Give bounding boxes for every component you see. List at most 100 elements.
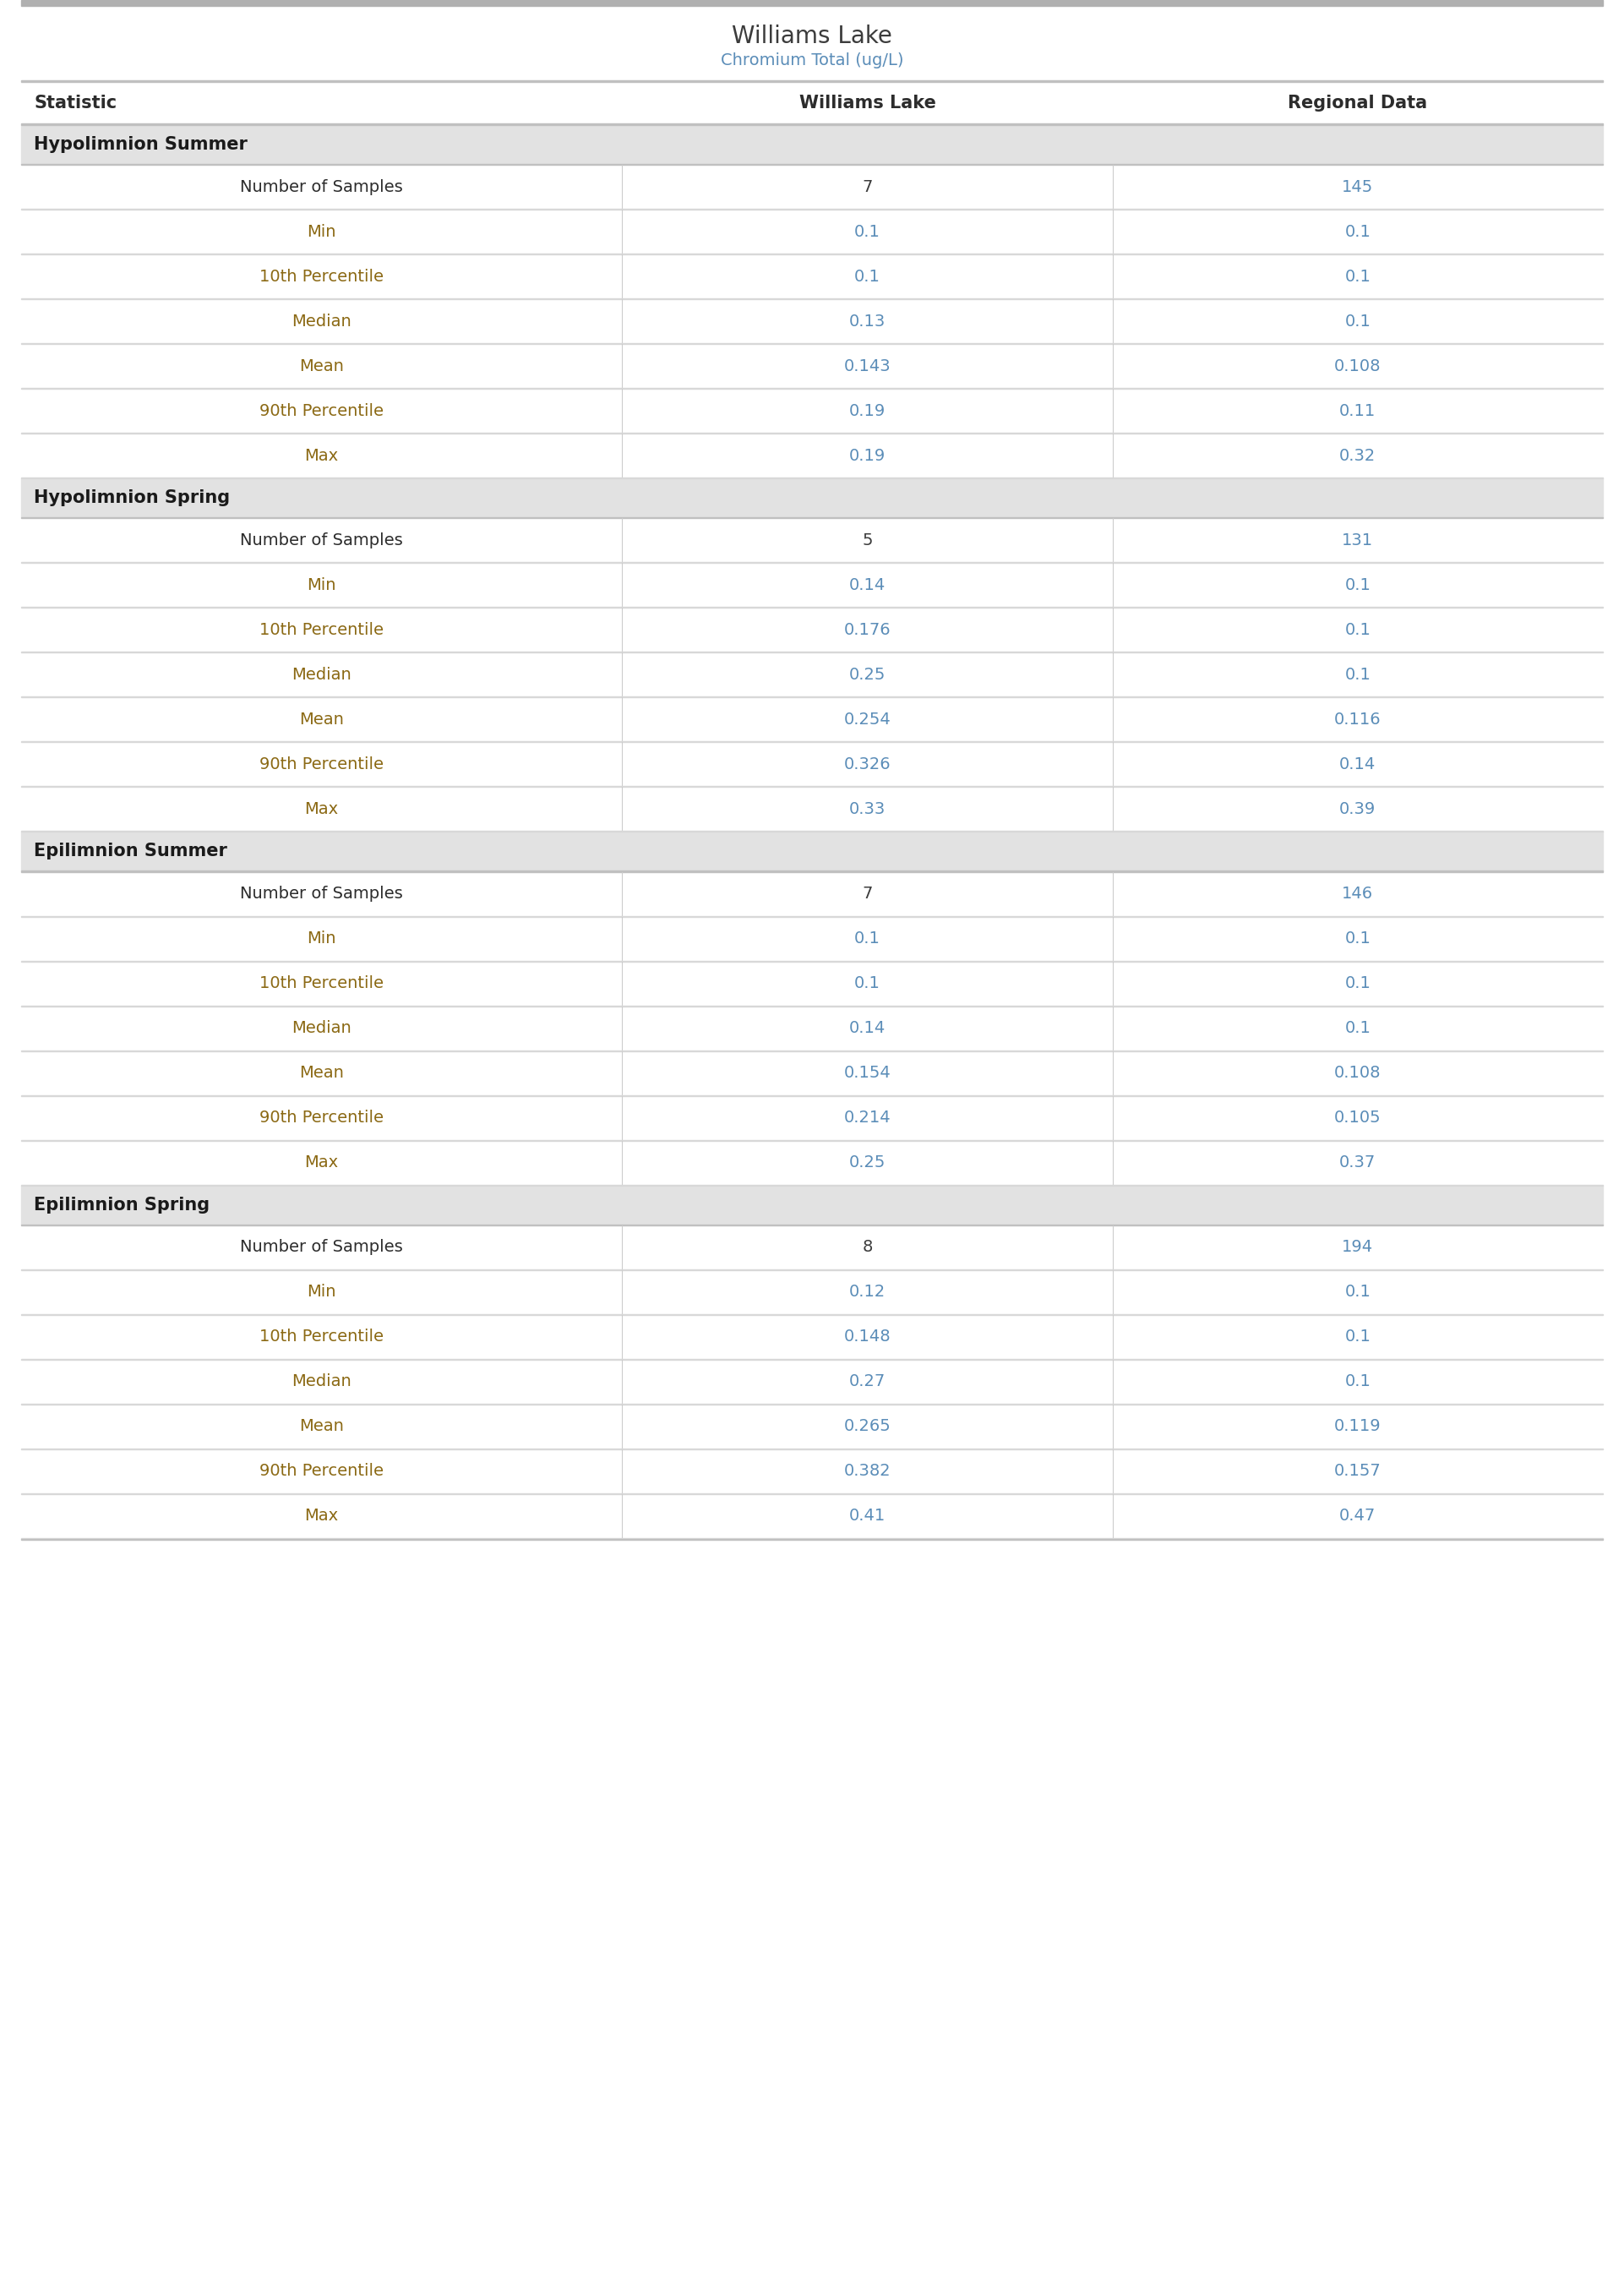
Bar <box>21 654 1603 697</box>
Bar <box>21 518 1603 563</box>
Text: 0.326: 0.326 <box>844 756 892 772</box>
Text: 0.11: 0.11 <box>1340 402 1376 420</box>
Text: Number of Samples: Number of Samples <box>240 533 403 549</box>
Bar <box>21 1405 1603 1448</box>
Text: 8: 8 <box>862 1239 872 1255</box>
Text: 0.265: 0.265 <box>844 1419 892 1435</box>
Text: 0.105: 0.105 <box>1335 1110 1380 1126</box>
Text: 0.254: 0.254 <box>844 711 892 729</box>
Text: Max: Max <box>305 447 339 463</box>
Bar <box>21 563 1603 606</box>
Text: 7: 7 <box>862 885 872 901</box>
Text: 10th Percentile: 10th Percentile <box>260 976 383 992</box>
Text: 0.382: 0.382 <box>844 1464 892 1480</box>
Text: 0.1: 0.1 <box>854 268 880 284</box>
Text: 0.37: 0.37 <box>1340 1155 1376 1171</box>
Text: Williams Lake: Williams Lake <box>799 95 935 111</box>
Bar <box>21 742 1603 785</box>
Bar <box>21 831 1603 872</box>
Text: Epilimnion Spring: Epilimnion Spring <box>34 1196 209 1212</box>
Bar <box>21 388 1603 434</box>
Bar <box>21 1314 1603 1360</box>
Text: Min: Min <box>307 1285 336 1301</box>
Text: 10th Percentile: 10th Percentile <box>260 622 383 638</box>
Text: 0.47: 0.47 <box>1340 1507 1376 1523</box>
Text: 0.1: 0.1 <box>854 225 880 241</box>
Text: 0.1: 0.1 <box>1345 1019 1371 1035</box>
Text: 10th Percentile: 10th Percentile <box>260 268 383 284</box>
Text: 0.1: 0.1 <box>854 931 880 947</box>
Text: Min: Min <box>307 225 336 241</box>
Text: 0.1: 0.1 <box>1345 577 1371 592</box>
Text: 0.154: 0.154 <box>844 1065 892 1081</box>
Text: 0.116: 0.116 <box>1335 711 1380 729</box>
Text: Mean: Mean <box>299 711 344 729</box>
Bar <box>21 1096 1603 1140</box>
Text: 0.1: 0.1 <box>854 976 880 992</box>
Text: 0.19: 0.19 <box>849 402 885 420</box>
Bar <box>21 125 1603 163</box>
Text: Regional Data: Regional Data <box>1288 95 1427 111</box>
Bar <box>21 254 1603 297</box>
Bar <box>21 7 1603 79</box>
Text: 0.32: 0.32 <box>1340 447 1376 463</box>
Text: 0.1: 0.1 <box>1345 622 1371 638</box>
Text: Hypolimnion Spring: Hypolimnion Spring <box>34 490 231 506</box>
Text: Number of Samples: Number of Samples <box>240 1239 403 1255</box>
Bar <box>21 1140 1603 1185</box>
Text: 0.1: 0.1 <box>1345 1285 1371 1301</box>
Bar <box>21 434 1603 477</box>
Text: Min: Min <box>307 931 336 947</box>
Text: 0.12: 0.12 <box>849 1285 885 1301</box>
Bar <box>21 788 1603 831</box>
Text: Williams Lake: Williams Lake <box>732 25 892 48</box>
Bar <box>21 917 1603 960</box>
Text: 0.1: 0.1 <box>1345 931 1371 947</box>
Text: 0.33: 0.33 <box>849 801 885 817</box>
Text: Chromium Total (ug/L): Chromium Total (ug/L) <box>721 52 903 68</box>
Bar <box>21 962 1603 1006</box>
Text: 0.1: 0.1 <box>1345 667 1371 683</box>
Text: 0.143: 0.143 <box>844 359 892 375</box>
Text: Median: Median <box>292 1019 351 1035</box>
Bar <box>21 82 1603 125</box>
Text: Max: Max <box>305 1155 339 1171</box>
Text: 0.108: 0.108 <box>1335 1065 1380 1081</box>
Text: 0.157: 0.157 <box>1335 1464 1382 1480</box>
Bar <box>21 345 1603 388</box>
Text: 0.25: 0.25 <box>849 667 885 683</box>
Bar <box>21 608 1603 651</box>
Text: 0.1: 0.1 <box>1345 976 1371 992</box>
Text: 131: 131 <box>1341 533 1374 549</box>
Text: Median: Median <box>292 1373 351 1389</box>
Text: Statistic: Statistic <box>34 95 117 111</box>
Text: 0.41: 0.41 <box>849 1507 885 1523</box>
Text: 0.148: 0.148 <box>844 1328 892 1344</box>
Text: 5: 5 <box>862 533 872 549</box>
Text: 90th Percentile: 90th Percentile <box>260 1464 383 1480</box>
Text: 0.119: 0.119 <box>1335 1419 1380 1435</box>
Text: Max: Max <box>305 801 339 817</box>
Text: 90th Percentile: 90th Percentile <box>260 756 383 772</box>
Text: Hypolimnion Summer: Hypolimnion Summer <box>34 136 247 152</box>
Text: 0.14: 0.14 <box>849 1019 885 1035</box>
Bar <box>21 479 1603 518</box>
Text: Max: Max <box>305 1507 339 1523</box>
Text: 146: 146 <box>1341 885 1374 901</box>
Text: Mean: Mean <box>299 359 344 375</box>
Text: 0.108: 0.108 <box>1335 359 1380 375</box>
Bar <box>21 1494 1603 1539</box>
Text: 0.214: 0.214 <box>844 1110 892 1126</box>
Text: 0.14: 0.14 <box>849 577 885 592</box>
Bar <box>21 872 1603 915</box>
Bar <box>21 300 1603 343</box>
Text: 145: 145 <box>1341 179 1374 195</box>
Bar <box>21 166 1603 209</box>
Bar <box>21 1360 1603 1403</box>
Text: 0.39: 0.39 <box>1340 801 1376 817</box>
Text: 0.19: 0.19 <box>849 447 885 463</box>
Text: 0.27: 0.27 <box>849 1373 885 1389</box>
Text: 0.1: 0.1 <box>1345 225 1371 241</box>
Text: 0.13: 0.13 <box>849 313 885 329</box>
Text: 90th Percentile: 90th Percentile <box>260 402 383 420</box>
